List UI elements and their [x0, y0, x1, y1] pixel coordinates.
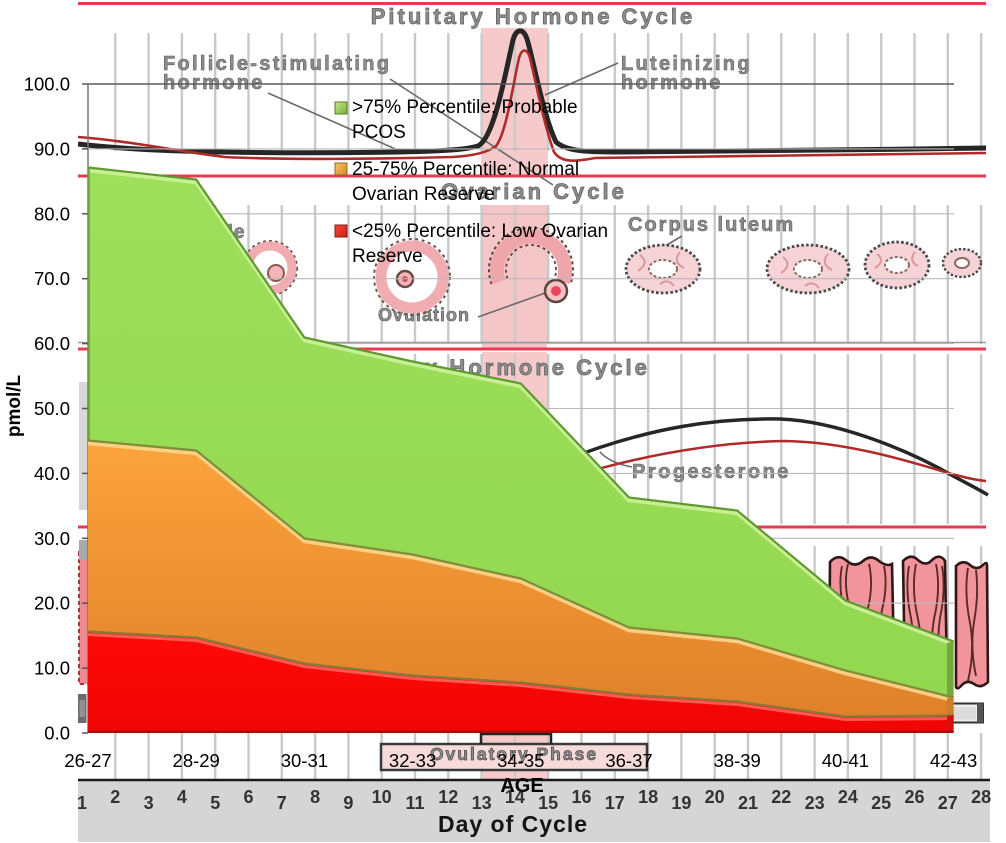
- svg-text:28: 28: [971, 787, 991, 807]
- svg-text:26-27: 26-27: [64, 750, 111, 771]
- svg-text:Progesterone: Progesterone: [632, 461, 791, 483]
- svg-text:0.0: 0.0: [44, 723, 70, 744]
- svg-text:20.0: 20.0: [34, 593, 70, 614]
- svg-text:60.0: 60.0: [34, 333, 70, 354]
- svg-text:40-41: 40-41: [822, 750, 869, 771]
- svg-text:4: 4: [177, 787, 187, 807]
- svg-text:42-43: 42-43: [930, 750, 977, 771]
- svg-text:Luteinizing: Luteinizing: [621, 53, 752, 75]
- svg-text:16: 16: [571, 787, 591, 807]
- svg-text:34-35: 34-35: [497, 750, 544, 771]
- svg-text:17: 17: [605, 793, 625, 813]
- svg-text:Ovulatory Phase: Ovulatory Phase: [430, 744, 598, 764]
- svg-text:27: 27: [938, 793, 958, 813]
- svg-text:9: 9: [343, 793, 353, 813]
- svg-text:26: 26: [904, 787, 924, 807]
- svg-text:PCOS: PCOS: [352, 122, 406, 143]
- svg-text:32-33: 32-33: [389, 750, 436, 771]
- svg-text:3: 3: [144, 793, 154, 813]
- svg-text:5: 5: [210, 793, 220, 813]
- svg-text:20: 20: [705, 787, 725, 807]
- svg-text:Corpus luteum: Corpus luteum: [628, 214, 795, 236]
- svg-text:25: 25: [871, 793, 891, 813]
- svg-text:36-37: 36-37: [605, 750, 652, 771]
- svg-text:15: 15: [538, 793, 558, 813]
- svg-text:hormone: hormone: [163, 72, 265, 94]
- svg-text:13: 13: [472, 793, 492, 813]
- svg-text:7: 7: [277, 793, 287, 813]
- svg-text:90.0: 90.0: [34, 138, 70, 159]
- svg-text:30-31: 30-31: [281, 750, 328, 771]
- svg-text:10: 10: [372, 787, 392, 807]
- svg-text:80.0: 80.0: [34, 203, 70, 224]
- svg-text:24: 24: [838, 787, 858, 807]
- svg-text:Reserve: Reserve: [352, 246, 423, 267]
- svg-text:Ovarian Cycle: Ovarian Cycle: [441, 179, 627, 204]
- svg-text:6: 6: [243, 787, 253, 807]
- svg-text:22: 22: [771, 787, 791, 807]
- svg-text:23: 23: [805, 793, 825, 813]
- svg-text:14: 14: [505, 787, 525, 807]
- svg-text:pmol/L: pmol/L: [4, 374, 25, 437]
- svg-text:70.0: 70.0: [34, 268, 70, 289]
- svg-text:19: 19: [671, 793, 691, 813]
- svg-text:>75% Percentile: Probable: >75% Percentile: Probable: [352, 97, 578, 118]
- svg-text:21: 21: [738, 793, 758, 813]
- svg-text:Day of Cycle: Day of Cycle: [438, 811, 588, 837]
- svg-text:30.0: 30.0: [34, 528, 70, 549]
- svg-text:11: 11: [405, 793, 424, 813]
- svg-text:8: 8: [310, 787, 320, 807]
- svg-text:50.0: 50.0: [34, 398, 70, 419]
- svg-text:Pituitary Hormone Cycle: Pituitary Hormone Cycle: [371, 4, 696, 29]
- svg-text:10.0: 10.0: [34, 658, 70, 679]
- svg-text:100.0: 100.0: [24, 74, 70, 95]
- svg-text:40.0: 40.0: [34, 463, 70, 484]
- svg-text:AGE: AGE: [500, 775, 543, 797]
- svg-text:hormone: hormone: [621, 72, 723, 94]
- svg-text:38-39: 38-39: [714, 750, 761, 771]
- svg-text:25-75% Percentile: Normal: 25-75% Percentile: Normal: [352, 159, 579, 180]
- svg-text:2: 2: [110, 787, 120, 807]
- svg-text:Ovarian Reserve: Ovarian Reserve: [352, 184, 495, 205]
- svg-text:<25% Percentile: Low Ovarian: <25% Percentile: Low Ovarian: [352, 221, 608, 242]
- svg-text:18: 18: [638, 787, 658, 807]
- svg-text:28-29: 28-29: [173, 750, 220, 771]
- svg-text:Follicle-stimulating: Follicle-stimulating: [163, 53, 391, 75]
- svg-text:12: 12: [438, 787, 458, 807]
- svg-text:1: 1: [77, 793, 87, 813]
